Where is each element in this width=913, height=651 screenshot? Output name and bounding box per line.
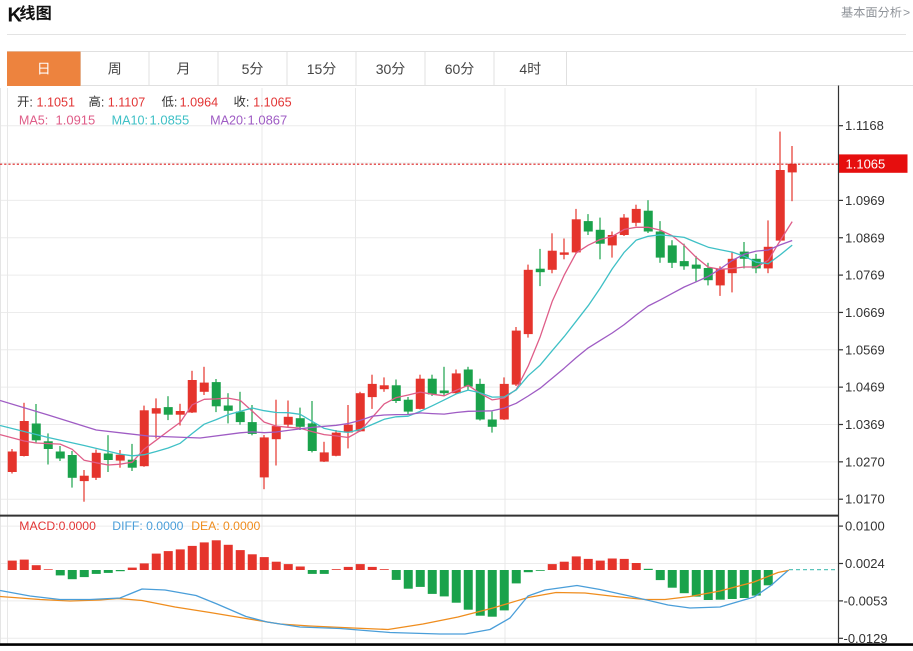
svg-text:MA20:: MA20: [210,113,246,127]
svg-text:0.0024: 0.0024 [845,556,885,571]
svg-text:1.0669: 1.0669 [845,305,885,320]
svg-text:1.1065: 1.1065 [846,156,886,171]
svg-text:1.0469: 1.0469 [845,380,885,395]
svg-text:1.0569: 1.0569 [845,342,885,357]
svg-text::: : [174,95,178,109]
svg-text:5: 5 [242,61,250,77]
svg-text:1.0170: 1.0170 [845,492,885,507]
svg-text:0.0100: 0.0100 [845,519,885,534]
svg-text:-0.0053: -0.0053 [844,593,888,608]
svg-text:>: > [903,6,910,20]
svg-text:1.0867: 1.0867 [248,112,288,127]
svg-text::: : [29,95,33,109]
svg-text:1.0855: 1.0855 [150,112,190,127]
svg-text:1.1065: 1.1065 [253,95,292,109]
svg-text:MA10:: MA10: [112,113,148,127]
svg-text:DIFF: 0.0000: DIFF: 0.0000 [112,519,183,533]
svg-text:30: 30 [376,61,392,77]
svg-text:MACD:0.0000: MACD:0.0000 [19,519,96,533]
svg-text:15: 15 [307,61,323,77]
svg-text::: : [101,95,105,109]
svg-text:K: K [8,5,23,27]
svg-text:1.1107: 1.1107 [108,95,146,109]
svg-text:1.0369: 1.0369 [845,417,885,432]
svg-text:4: 4 [519,61,527,77]
svg-text:60: 60 [445,61,461,77]
svg-text:1.0969: 1.0969 [845,193,885,208]
svg-text:1.1051: 1.1051 [37,95,76,109]
svg-text::: : [246,95,250,109]
svg-text:1.0964: 1.0964 [180,95,219,109]
svg-text:1.0769: 1.0769 [845,268,885,283]
svg-text:1.0869: 1.0869 [845,230,885,245]
svg-text:1.0915: 1.0915 [56,112,96,127]
svg-text:1.1168: 1.1168 [845,118,884,133]
svg-text:-0.0129: -0.0129 [844,631,888,646]
svg-text:MA5:: MA5: [19,113,48,127]
svg-text:DEA: 0.0000: DEA: 0.0000 [191,519,260,533]
svg-text:1.0270: 1.0270 [845,454,885,469]
